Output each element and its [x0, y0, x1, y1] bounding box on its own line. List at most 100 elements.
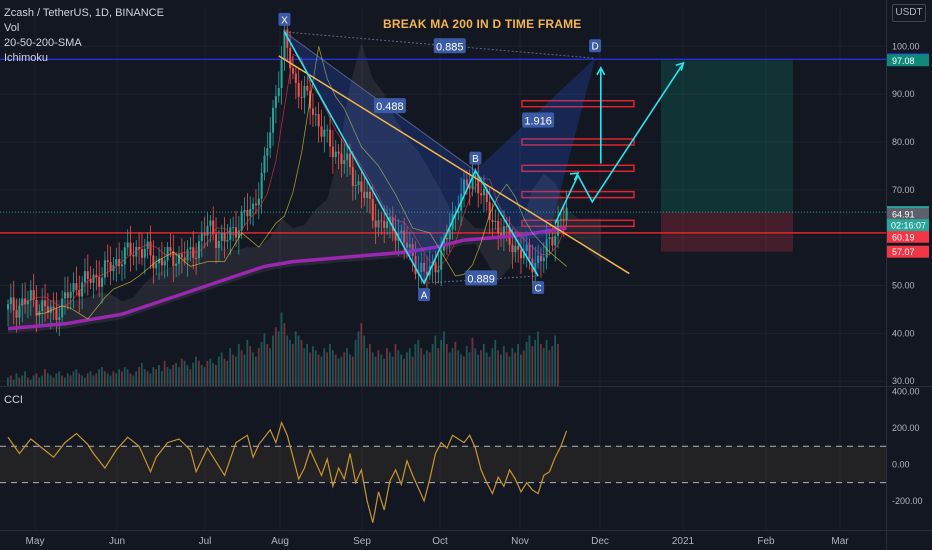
pattern-point-label: B: [472, 154, 479, 165]
volume-bar: [423, 354, 425, 386]
candle-body: [7, 304, 9, 310]
volume-bar: [86, 373, 89, 386]
candle-body: [408, 244, 411, 248]
cci-tick-label: -200.00: [892, 496, 923, 506]
candle-body: [24, 298, 27, 305]
volume-bar: [431, 344, 434, 386]
legend-vol[interactable]: Vol: [4, 22, 20, 34]
volume-bar: [388, 352, 391, 386]
candle-body: [257, 198, 260, 206]
candle-body: [223, 232, 226, 242]
volume-bar: [155, 369, 157, 386]
candle-body: [437, 269, 440, 273]
volume-bar: [539, 344, 542, 386]
candle-body: [400, 230, 403, 234]
candle-body: [272, 107, 275, 133]
volume-bar: [126, 369, 129, 386]
volume-bar: [349, 354, 351, 386]
volume-bar: [206, 360, 209, 386]
volume-bar: [488, 356, 491, 386]
candle-body: [235, 227, 237, 238]
candle-body: [178, 253, 180, 264]
volume-bar: [15, 373, 18, 386]
candle-body: [160, 258, 163, 266]
legend-ichimoku[interactable]: Ichimoku: [4, 52, 49, 64]
volume-bar: [274, 327, 277, 386]
volume-bar: [12, 379, 15, 386]
candle-body: [343, 160, 346, 164]
volume-bar: [103, 371, 106, 386]
candle-body: [368, 191, 371, 199]
candle-body: [425, 271, 428, 276]
volume-bar: [152, 367, 155, 386]
volume-bar: [83, 377, 86, 386]
countdown-label: 02:16:07: [891, 221, 926, 231]
candle-body: [41, 300, 44, 312]
volume-bar: [106, 373, 109, 386]
volume-bar: [35, 373, 38, 386]
volume-bar: [55, 373, 58, 386]
candle-body: [360, 181, 363, 192]
pattern-fill: [284, 31, 476, 284]
volume-bar: [215, 365, 217, 386]
candle-body: [525, 244, 528, 252]
volume-bar: [7, 377, 9, 386]
time-tick-label: Dec: [591, 536, 609, 547]
candle-body: [197, 241, 200, 259]
candle-body: [135, 246, 138, 257]
volume-bar: [525, 341, 528, 386]
volume-bar: [477, 354, 480, 386]
candle-body: [292, 68, 294, 74]
volume-bar: [517, 344, 519, 386]
volume-bar: [485, 352, 488, 386]
candle-body: [92, 274, 95, 283]
volume-bar: [311, 346, 314, 386]
candle-body: [75, 283, 78, 291]
currency-button[interactable]: USDT: [892, 4, 926, 22]
fib-level-bar: [521, 190, 635, 199]
legend-sma[interactable]: 20-50-200-SMA: [4, 37, 82, 49]
candle-body: [66, 292, 69, 298]
candle-body: [377, 220, 380, 228]
cci-legend[interactable]: CCI: [4, 394, 23, 406]
pattern-point-badge: [469, 151, 482, 165]
candle-body: [26, 300, 29, 305]
candle-body: [448, 229, 451, 240]
volume-bar: [505, 352, 508, 386]
volume-bar: [454, 341, 457, 386]
candle-body: [548, 237, 551, 240]
volume-bar: [531, 346, 534, 386]
volume-bar: [169, 369, 172, 386]
price-tag: [887, 208, 929, 221]
candle-body: [463, 179, 465, 194]
volume-bar: [69, 375, 72, 386]
sma-20-line: [19, 53, 567, 309]
time-tick-label: Jul: [199, 536, 212, 547]
pattern-point-badge: [532, 280, 545, 294]
volume-bar: [212, 362, 214, 386]
volume-bar: [300, 339, 303, 386]
legend-symbol[interactable]: Zcash / TetherUS, 1D, BINANCE: [4, 7, 164, 19]
volume-bar: [463, 356, 465, 386]
volume-bar: [557, 344, 559, 386]
candle-body: [380, 220, 383, 222]
pattern-point-badge: [418, 288, 431, 302]
volume-bar: [58, 371, 61, 386]
candle-body: [414, 255, 417, 274]
sma-200-line: [7, 226, 567, 331]
volume-bar: [500, 354, 502, 386]
volume-bar: [545, 339, 548, 386]
volume-bar: [129, 373, 132, 386]
volume-bar: [24, 371, 26, 386]
volume-bar: [163, 360, 166, 386]
price-tick-label: 40.00: [892, 328, 915, 338]
volume-bar: [135, 371, 138, 386]
volume-bar: [186, 365, 189, 386]
volume-bar: [101, 367, 103, 386]
candle-body: [317, 114, 320, 127]
candle-body: [106, 260, 109, 263]
candle-body: [554, 235, 557, 246]
candle-body: [44, 300, 47, 307]
candle-body: [166, 246, 169, 261]
